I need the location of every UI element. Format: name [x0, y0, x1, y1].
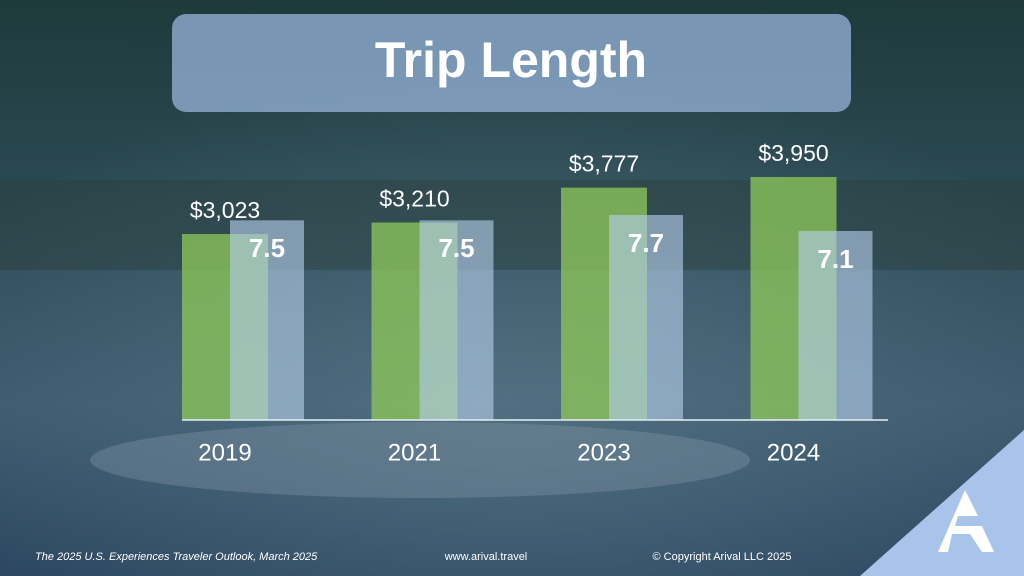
- value-label: 7.1: [817, 244, 853, 274]
- chart-title: Trip Length: [375, 32, 647, 88]
- footer-copyright: © Copyright Arival LLC 2025: [653, 551, 792, 563]
- plot: 2019 2021 2023 2024 $3,023 $3,210 $3,777 $3,950…: [182, 140, 873, 466]
- bar: [419, 220, 494, 420]
- footer-website: www.arival.travel: [444, 551, 528, 563]
- value-label: 7.7: [628, 228, 664, 258]
- bar: [609, 215, 683, 420]
- bar: [230, 220, 304, 420]
- value-label: 7.5: [438, 233, 474, 263]
- value-label: $3,023: [190, 197, 260, 223]
- value-label: $3,950: [758, 140, 828, 166]
- footer-source: The 2025 U.S. Experiences Traveler Outlo…: [35, 551, 318, 563]
- x-tick-label: 2024: [767, 439, 820, 466]
- logo: [938, 490, 994, 552]
- value-label: $3,777: [569, 151, 639, 177]
- background-board: [90, 422, 750, 498]
- x-tick-label: 2021: [388, 439, 441, 466]
- x-tick-label: 2023: [577, 439, 630, 466]
- bar: [798, 230, 873, 420]
- value-label: $3,210: [379, 186, 449, 212]
- value-label: 7.5: [249, 233, 285, 263]
- x-tick-label: 2019: [198, 439, 251, 466]
- title-box: [172, 14, 851, 112]
